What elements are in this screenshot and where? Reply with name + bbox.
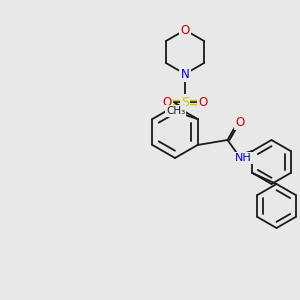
- Text: N: N: [181, 68, 189, 80]
- Text: CH₃: CH₃: [166, 106, 185, 116]
- Text: O: O: [162, 95, 172, 109]
- Text: S: S: [181, 95, 189, 109]
- Text: O: O: [198, 95, 208, 109]
- Text: O: O: [180, 23, 190, 37]
- Text: O: O: [235, 116, 244, 128]
- Text: NH: NH: [235, 153, 252, 163]
